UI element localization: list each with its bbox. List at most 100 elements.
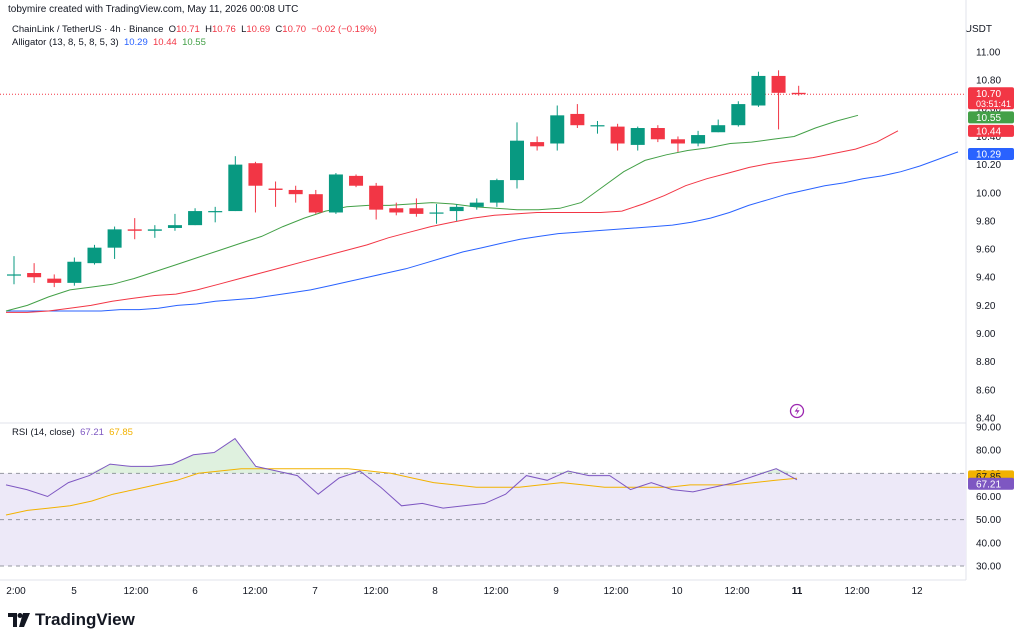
- candle-body: [489, 180, 504, 203]
- tradingview-logo[interactable]: TradingView: [8, 610, 135, 630]
- rsi-tick-label: 90.00: [976, 423, 1001, 434]
- rsi-tick-label: 80.00: [976, 446, 1001, 457]
- countdown-text: 03:51:41: [976, 99, 1011, 109]
- candle[interactable]: [107, 226, 122, 259]
- candle[interactable]: [751, 71, 766, 107]
- candle[interactable]: [590, 120, 605, 134]
- candle[interactable]: [349, 174, 364, 188]
- rsi-tick-label: 30.00: [976, 562, 1001, 573]
- time-tick-label: 9: [553, 586, 559, 597]
- candle-body: [650, 128, 665, 140]
- time-tick-label: 2:00: [6, 586, 26, 597]
- candle[interactable]: [308, 189, 323, 214]
- alligator-jaw-line: [6, 151, 959, 312]
- candle-body: [369, 185, 384, 210]
- time-tick-label: 12: [911, 586, 923, 597]
- price-tick-label: 11.00: [976, 48, 1001, 59]
- candle-body: [87, 247, 102, 264]
- candle[interactable]: [248, 161, 263, 213]
- candle[interactable]: [449, 204, 464, 221]
- candle[interactable]: [127, 218, 142, 240]
- candle[interactable]: [288, 185, 303, 203]
- candle[interactable]: [711, 119, 726, 133]
- candle-body: [167, 225, 182, 228]
- candle-body: [469, 202, 484, 207]
- candle[interactable]: [268, 181, 283, 207]
- high-label: H: [205, 24, 212, 35]
- rsi-label[interactable]: RSI (14, close): [12, 427, 75, 438]
- candle-body: [630, 128, 645, 145]
- jaw-tag-bg: [968, 147, 1014, 160]
- candle-body: [188, 211, 203, 226]
- symbol-legend[interactable]: ChainLink / TetherUS · 4h · Binance O10.…: [12, 24, 377, 35]
- candle[interactable]: [188, 208, 203, 226]
- candle[interactable]: [791, 85, 806, 96]
- teeth-tag: 10.44: [968, 124, 1014, 137]
- candle-body: [691, 135, 706, 144]
- candle[interactable]: [510, 122, 524, 189]
- candle[interactable]: [610, 123, 625, 151]
- price-axis[interactable]: 11.00 10.80 10.60 10.40 10.20 10.00 9.80 9.60 9.…: [968, 48, 1014, 573]
- candle[interactable]: [27, 263, 42, 283]
- rsi-legend[interactable]: RSI (14, close) 67.21 67.85: [12, 427, 133, 438]
- candle[interactable]: [409, 198, 424, 217]
- candle[interactable]: [389, 202, 404, 216]
- candle-body: [7, 274, 21, 276]
- alligator-label[interactable]: Alligator (13, 8, 5, 8, 5, 3): [12, 37, 119, 48]
- price-tick-label: 8.60: [976, 385, 996, 396]
- candles[interactable]: [7, 70, 806, 288]
- low-label: L: [241, 24, 247, 35]
- candle[interactable]: [369, 182, 384, 220]
- candle[interactable]: [228, 156, 243, 212]
- alligator-lips-value: 10.55: [182, 37, 206, 48]
- price-tick-label: 10.00: [976, 188, 1001, 199]
- time-tick-label: 12:00: [724, 586, 749, 597]
- time-axis[interactable]: 2:00 5 12:00 6 12:00 7 12:00 8 12:00 9 12:00 10 12:0…: [6, 586, 923, 597]
- candle[interactable]: [47, 274, 62, 288]
- time-tick-label: 12:00: [483, 586, 508, 597]
- candle[interactable]: [328, 173, 343, 214]
- high-value: 10.76: [212, 24, 236, 35]
- candle[interactable]: [530, 136, 545, 151]
- candle[interactable]: [489, 178, 504, 207]
- candle[interactable]: [771, 70, 786, 130]
- candle[interactable]: [630, 126, 645, 151]
- candle[interactable]: [469, 198, 484, 210]
- candle[interactable]: [7, 256, 21, 285]
- time-tick-label: 8: [432, 586, 438, 597]
- candle[interactable]: [731, 101, 746, 127]
- candle[interactable]: [570, 104, 585, 129]
- jaw-tag-text: 10.29: [976, 149, 1001, 160]
- candle[interactable]: [67, 257, 82, 286]
- time-tick-label: 12:00: [123, 586, 148, 597]
- tradingview-logo-icon: [8, 613, 30, 627]
- alligator-teeth-value: 10.44: [153, 37, 177, 48]
- candle-body: [590, 125, 605, 127]
- candle[interactable]: [691, 130, 706, 147]
- candle-body: [288, 189, 303, 195]
- alligator-legend[interactable]: Alligator (13, 8, 5, 8, 5, 3) 10.29 10.4…: [12, 37, 206, 48]
- time-tick-label: 11: [792, 586, 803, 597]
- candle[interactable]: [208, 206, 223, 223]
- last-price-text: 10.70: [976, 89, 1001, 100]
- candle[interactable]: [167, 213, 182, 231]
- candle-body: [791, 92, 806, 95]
- symbol-name[interactable]: ChainLink / TetherUS · 4h · Binance: [12, 24, 164, 35]
- candle[interactable]: [550, 105, 565, 151]
- rsi-overbought-fill: [6, 438, 797, 474]
- candle-body: [147, 229, 162, 231]
- rsi-line: [5, 437, 798, 509]
- price-tick-label: 10.60: [976, 104, 1001, 115]
- candle-body: [530, 142, 545, 147]
- candle-body: [127, 229, 142, 231]
- teeth-tag-bg: [968, 124, 1014, 137]
- candle[interactable]: [429, 204, 444, 224]
- price-tick-label: 9.00: [976, 329, 996, 340]
- candle[interactable]: [87, 244, 102, 265]
- candle[interactable]: [650, 125, 665, 143]
- candle[interactable]: [670, 136, 685, 152]
- candle[interactable]: [147, 225, 162, 238]
- candle-body: [550, 115, 565, 144]
